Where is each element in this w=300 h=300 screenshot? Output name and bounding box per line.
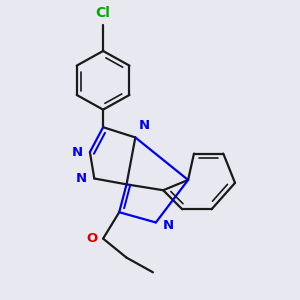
Text: O: O [86, 232, 97, 245]
Text: N: N [138, 119, 149, 132]
Text: N: N [71, 146, 82, 159]
Text: N: N [163, 219, 174, 232]
Text: N: N [76, 172, 87, 185]
Text: Cl: Cl [96, 6, 110, 20]
